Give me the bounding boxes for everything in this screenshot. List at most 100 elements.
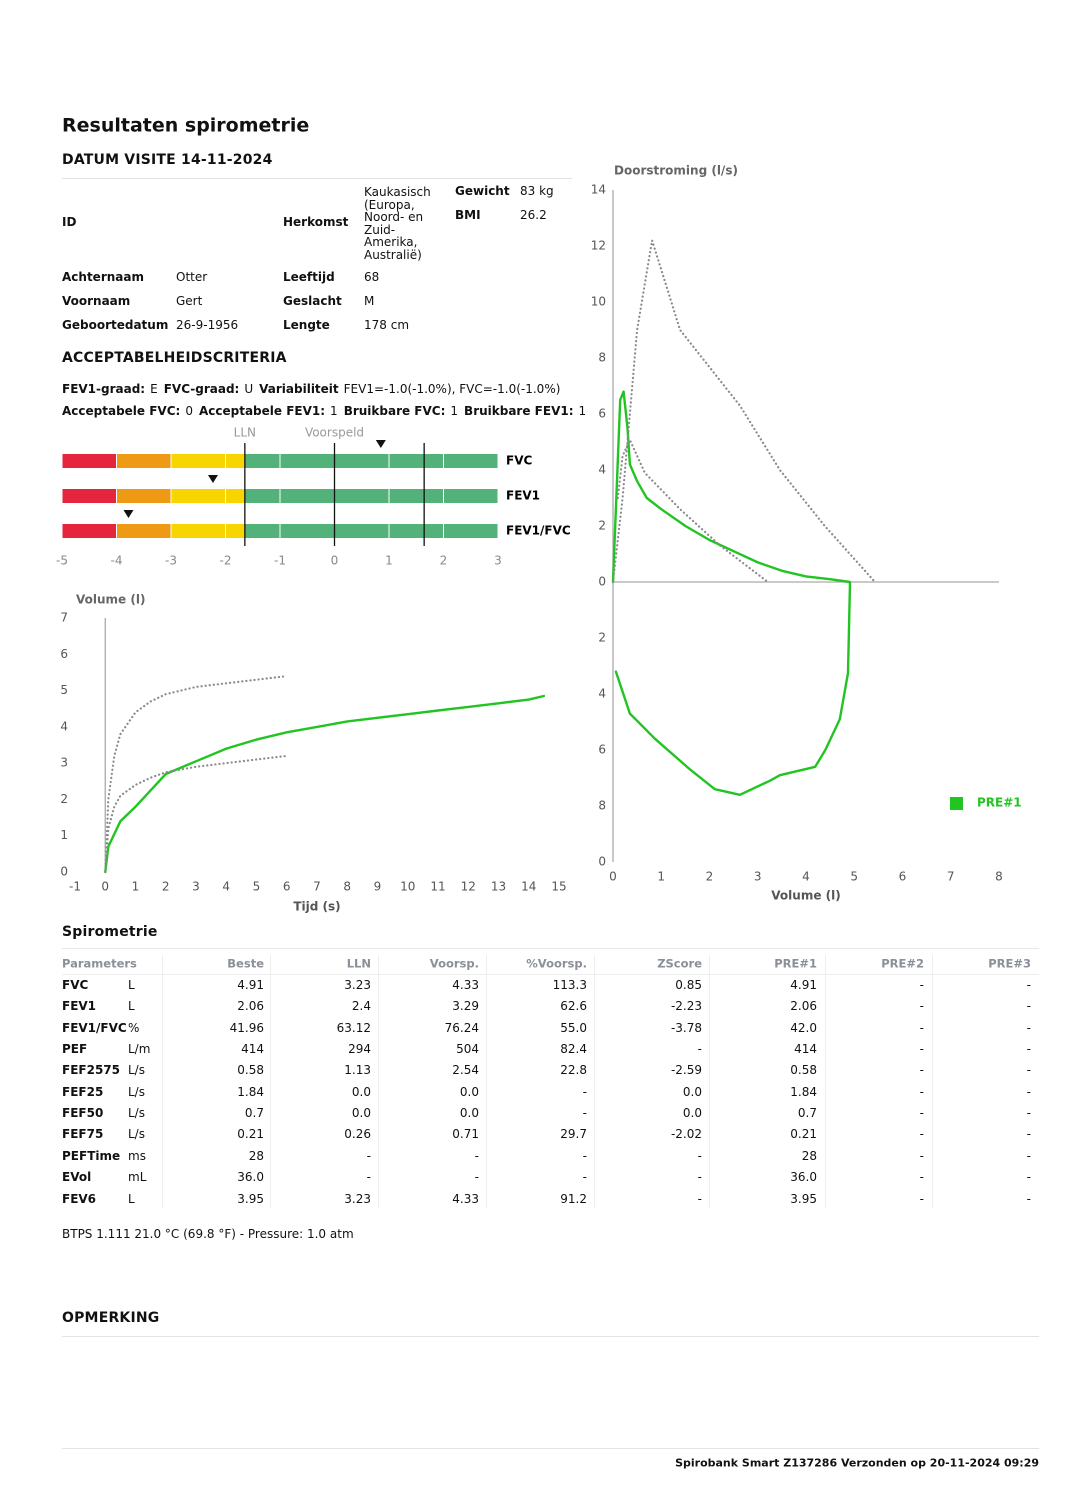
- column-header: %Voorsp.: [526, 956, 587, 971]
- x-tick-label: 10: [400, 880, 415, 894]
- y-tick-label: 10: [591, 295, 606, 309]
- table-cell: 414: [794, 1042, 817, 1057]
- y-tick-label: 3: [60, 756, 68, 770]
- field-value: 26-9-1956: [176, 318, 239, 332]
- table-cell: -: [919, 1042, 924, 1057]
- row-unit: mL: [128, 1170, 147, 1185]
- x-tick-label: 0: [101, 880, 109, 894]
- table-cell: 0.21: [237, 1127, 264, 1142]
- table-cell: 1.13: [344, 1063, 371, 1078]
- x-tick-label: 2: [706, 870, 714, 884]
- field-label: BMI: [455, 208, 481, 222]
- criteria-label: FVC-graad:: [163, 382, 240, 396]
- table-cell: 3.29: [452, 999, 479, 1014]
- series-line: [104, 754, 288, 874]
- x-tick-label: 6: [283, 880, 291, 894]
- table-cell: 55.0: [560, 1020, 587, 1035]
- field-value: M: [364, 294, 375, 308]
- table-cell: 28: [248, 1148, 264, 1163]
- column-header: Parameters: [62, 956, 137, 971]
- table-cell: 29.7: [560, 1127, 587, 1142]
- criteria-line: Acceptabele FVC: 0 Acceptabele FEV1: 1 Bruik…: [62, 405, 586, 417]
- row-parameter: FEF2575: [62, 1063, 120, 1078]
- column-header: PRE#1: [774, 956, 817, 971]
- x-tick-label: 5: [850, 870, 858, 884]
- zone: [244, 489, 498, 503]
- table-cell: 0.0: [682, 1084, 702, 1099]
- column-separator: [162, 955, 163, 1208]
- table-cell: -: [474, 1148, 479, 1163]
- series-line: [611, 239, 877, 584]
- table-cell: 294: [348, 1042, 371, 1057]
- table-cell: -: [1026, 978, 1031, 992]
- zscore-marker: [123, 510, 134, 518]
- x-tick-label: 12: [461, 880, 476, 894]
- x-tick-label: 9: [374, 880, 382, 894]
- criteria-value: 0: [185, 404, 193, 418]
- table-cell: 4.91: [237, 978, 264, 992]
- table-cell: 0.21: [790, 1127, 817, 1142]
- row-parameter: FEF50: [62, 1106, 104, 1121]
- row-parameter: PEFTime: [62, 1148, 121, 1163]
- y-tick-label: 0: [598, 575, 606, 589]
- row-parameter: EVol: [62, 1170, 92, 1185]
- column-separator: [594, 955, 595, 1208]
- y-tick-label: 2: [598, 631, 606, 645]
- column-separator: [932, 955, 933, 1208]
- table-cell: 4.33: [452, 1191, 479, 1206]
- table-cell: -: [1026, 1084, 1031, 1099]
- x-tick-label: 7: [947, 870, 955, 884]
- x-tick-label: 2: [162, 880, 170, 894]
- criteria-label: Acceptabele FEV1:: [198, 404, 326, 418]
- zone: [62, 454, 117, 468]
- annotation: Voorspeld: [305, 426, 364, 440]
- category-label: FEV1: [506, 489, 540, 503]
- table-cell: 3.95: [790, 1191, 817, 1206]
- category-label: FEV1/FVC: [506, 524, 571, 538]
- x-tick-label: 8: [343, 880, 351, 894]
- table-cell: 0.0: [351, 1084, 371, 1099]
- table-cell: -: [582, 1106, 587, 1121]
- field-label: Voornaam: [62, 294, 131, 308]
- series-line: [611, 390, 852, 796]
- table-cell: 2.54: [452, 1063, 479, 1078]
- criteria-label: Acceptabele FVC:: [62, 404, 181, 418]
- table-cell: 0.26: [344, 1127, 371, 1142]
- x-tick-label: -5: [56, 554, 68, 568]
- field-label: Lengte: [283, 318, 330, 332]
- footer-device: Spirobank Smart Z137286 Verzonden op 20-…: [675, 1456, 1039, 1470]
- annotation: LLN: [234, 426, 256, 440]
- criteria-value: FEV1=-1.0(-1.0%), FVC=-1.0(-1.0%): [343, 382, 561, 396]
- row-parameter: FEF75: [62, 1127, 104, 1142]
- divider: [62, 1448, 1039, 1449]
- column-separator: [709, 955, 710, 1208]
- x-tick-label: -1: [69, 880, 81, 894]
- legend-label: PRE#1: [977, 796, 1022, 810]
- x-tick-label: -3: [165, 554, 177, 568]
- row-parameter: FEV1: [62, 999, 97, 1014]
- x-tick-label: 4: [222, 880, 230, 894]
- table-cell: 1.84: [237, 1084, 264, 1099]
- table-cell: 82.4: [560, 1042, 587, 1057]
- table-cell: -: [366, 1148, 371, 1163]
- zone: [244, 524, 498, 538]
- series-line: [104, 675, 288, 874]
- table-cell: 3.23: [344, 978, 371, 992]
- table-cell: -: [919, 1084, 924, 1099]
- field-value: 68: [364, 270, 380, 284]
- table-cell: 0.0: [351, 1106, 371, 1121]
- table-cell: -: [697, 1148, 702, 1163]
- table-cell: -: [697, 1042, 702, 1057]
- column-header: Voorsp.: [429, 956, 479, 971]
- table-cell: 4.33: [452, 978, 479, 992]
- remark-heading: OPMERKING: [62, 1310, 160, 1326]
- x-tick-label: 2: [440, 554, 448, 568]
- criteria-value: 1: [330, 404, 338, 418]
- y-tick-label: 2: [598, 519, 606, 533]
- row-unit: L/m: [128, 1042, 151, 1057]
- column-header: Beste: [227, 956, 264, 971]
- table-cell: 41.96: [229, 1020, 264, 1035]
- table-cell: 42.0: [790, 1020, 817, 1035]
- table-cell: -: [697, 1170, 702, 1185]
